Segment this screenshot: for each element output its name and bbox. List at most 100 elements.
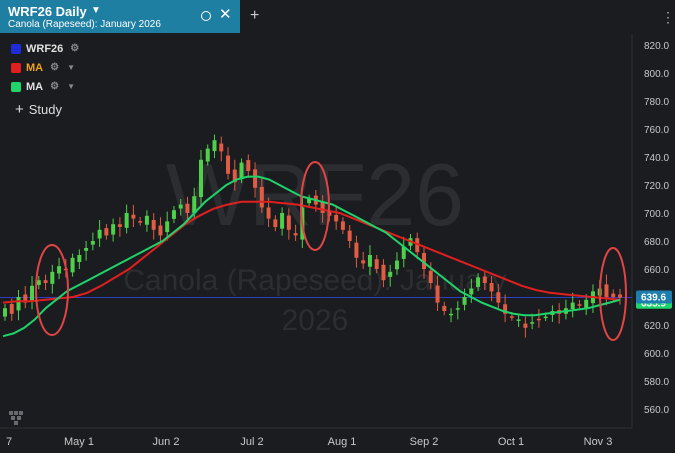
candle bbox=[23, 286, 28, 309]
candle bbox=[144, 210, 149, 232]
candle bbox=[334, 205, 339, 230]
candle-body bbox=[50, 271, 55, 284]
candle bbox=[131, 204, 136, 227]
candle bbox=[435, 275, 440, 311]
candle bbox=[70, 253, 75, 277]
y-tick-label: 820.0 bbox=[644, 41, 669, 52]
candle bbox=[462, 288, 467, 311]
candle-body bbox=[30, 285, 35, 301]
legend-swatch bbox=[11, 81, 21, 92]
candle-body bbox=[584, 299, 589, 308]
y-tick-label: 580.0 bbox=[644, 377, 669, 388]
candle bbox=[158, 217, 163, 241]
gear-icon[interactable]: ⚙ bbox=[50, 62, 60, 73]
logo-icon bbox=[9, 411, 23, 425]
candle-body bbox=[151, 220, 156, 230]
logo-square bbox=[11, 416, 15, 420]
candle-body bbox=[503, 304, 508, 314]
candle-body bbox=[117, 224, 122, 227]
candle bbox=[307, 194, 312, 208]
candle-body bbox=[570, 302, 575, 310]
add-study-button[interactable]: + Study bbox=[15, 101, 62, 118]
y-tick-label: 600.0 bbox=[644, 349, 669, 360]
candle-body bbox=[611, 293, 616, 297]
legend-item-ma-green[interactable]: MA ⚙ ▼ bbox=[11, 77, 79, 96]
ma-price-label: 635.9 bbox=[641, 299, 666, 310]
candle-body bbox=[401, 246, 406, 259]
tab-title: WRF26 Daily bbox=[8, 4, 87, 19]
chevron-down-icon[interactable]: ▼ bbox=[67, 82, 75, 91]
candle-body bbox=[212, 140, 217, 152]
candle-body bbox=[334, 214, 339, 222]
candle bbox=[104, 223, 109, 240]
candle-body bbox=[144, 215, 149, 225]
annotation-ellipse bbox=[300, 161, 330, 251]
candle-body bbox=[394, 260, 399, 270]
y-tick-label: 680.0 bbox=[644, 237, 669, 248]
legend-label: WRF26 bbox=[26, 42, 64, 55]
candle bbox=[90, 232, 95, 251]
candle-body bbox=[455, 308, 460, 310]
legend: WRF26 ⚙ MA ⚙ ▼ MA ⚙ ▼ bbox=[11, 39, 79, 96]
tab-subtitle: Canola (Rapeseed): January 2026 bbox=[8, 19, 161, 30]
legend-item-ma-red[interactable]: MA ⚙ ▼ bbox=[11, 58, 79, 77]
legend-swatch bbox=[11, 43, 21, 54]
candle bbox=[570, 292, 575, 318]
y-tick-label: 560.0 bbox=[644, 405, 669, 416]
more-options-icon[interactable]: ⋮ bbox=[661, 9, 675, 25]
close-icon[interactable]: ✕ bbox=[219, 6, 232, 23]
candle-body bbox=[530, 322, 535, 324]
gear-icon[interactable]: ⚙ bbox=[70, 43, 80, 54]
candle-body bbox=[124, 213, 129, 228]
chevron-down-icon[interactable]: ▼ bbox=[91, 5, 101, 16]
candle bbox=[374, 255, 379, 274]
candle-body bbox=[449, 313, 454, 316]
legend-label: MA bbox=[26, 80, 44, 93]
candle-body bbox=[489, 283, 494, 292]
add-tab-icon[interactable]: + bbox=[250, 7, 260, 24]
candle bbox=[3, 304, 7, 321]
gear-icon[interactable]: ⚙ bbox=[50, 81, 60, 92]
candle-body bbox=[266, 207, 271, 219]
y-tick-label: 620.0 bbox=[644, 321, 669, 332]
x-tick-label: Jun 2 bbox=[153, 436, 180, 448]
logo-square bbox=[14, 421, 18, 425]
candle bbox=[584, 294, 589, 315]
candle bbox=[293, 224, 298, 241]
candle-body bbox=[367, 255, 372, 267]
logo-square bbox=[14, 411, 18, 415]
candle-body bbox=[543, 316, 548, 319]
x-tick-label: Oct 1 bbox=[498, 436, 524, 448]
legend-swatch bbox=[11, 62, 21, 73]
candle-body bbox=[307, 199, 312, 204]
logo-square bbox=[9, 411, 13, 415]
y-tick-label: 660.0 bbox=[644, 265, 669, 276]
candle-body bbox=[259, 186, 264, 208]
candle-body bbox=[90, 241, 95, 245]
candle bbox=[401, 236, 406, 268]
x-tick-label: 7 bbox=[6, 436, 12, 448]
candle bbox=[165, 211, 170, 241]
candle bbox=[523, 316, 528, 338]
candle bbox=[205, 144, 210, 166]
candle bbox=[367, 245, 372, 276]
chevron-down-icon[interactable]: ▼ bbox=[67, 63, 75, 72]
candle-body bbox=[97, 229, 102, 239]
candle bbox=[503, 294, 508, 323]
candle bbox=[286, 208, 291, 240]
x-tick-label: May 1 bbox=[64, 436, 94, 448]
candle bbox=[198, 150, 203, 206]
candle bbox=[618, 288, 622, 305]
circle-icon[interactable] bbox=[201, 11, 211, 21]
last-price-label: 639.6 bbox=[641, 293, 666, 304]
candle-body bbox=[9, 304, 14, 314]
candle bbox=[171, 206, 176, 224]
candle-body bbox=[476, 277, 481, 287]
candle-body bbox=[77, 255, 82, 262]
legend-item-wrf26[interactable]: WRF26 ⚙ bbox=[11, 39, 79, 58]
candle-body bbox=[428, 270, 433, 283]
candle bbox=[36, 276, 41, 290]
chart-tab[interactable]: WRF26 Daily ▼ Canola (Rapeseed): January… bbox=[0, 0, 240, 33]
candle-body bbox=[381, 264, 386, 281]
